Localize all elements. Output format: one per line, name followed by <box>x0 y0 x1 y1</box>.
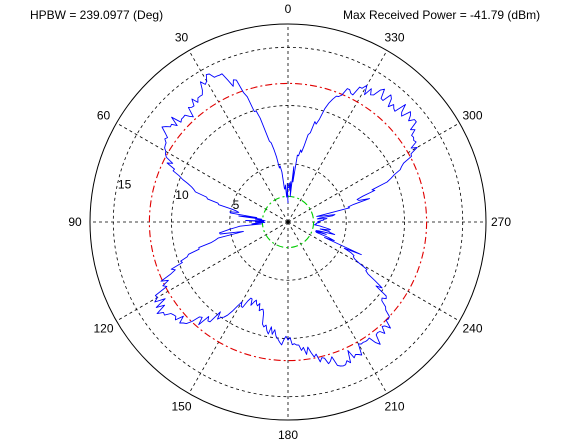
spoke-300 <box>287 122 460 223</box>
angle-label-90: 90 <box>68 215 82 229</box>
spoke-30 <box>188 50 289 223</box>
polar-grid <box>89 23 487 421</box>
reference-circle-1 <box>148 82 428 362</box>
angle-label-210: 210 <box>384 400 404 414</box>
angle-label-300: 300 <box>462 109 482 123</box>
spoke-330 <box>287 50 388 223</box>
radial-label-15: 15 <box>118 178 132 192</box>
angle-label-180: 180 <box>278 428 298 442</box>
pattern-line-0 <box>154 73 418 367</box>
spoke-120 <box>116 221 289 322</box>
radial-ring-5 <box>229 163 347 281</box>
angle-label-0: 0 <box>285 2 292 16</box>
spoke-60 <box>116 122 289 223</box>
radial-label-5: 5 <box>233 198 240 212</box>
angle-label-240: 240 <box>462 322 482 336</box>
angle-label-60: 60 <box>97 109 111 123</box>
angle-label-330: 330 <box>384 31 404 45</box>
spoke-240 <box>287 221 460 322</box>
angle-label-120: 120 <box>93 322 113 336</box>
spoke-210 <box>287 221 388 394</box>
spoke-150 <box>188 221 289 394</box>
outer-circle <box>89 23 487 421</box>
radial-label-10: 10 <box>175 188 189 202</box>
polar-labels: 0 30 60 90 120 150 180 210 240 270 300 330 5 10 15 <box>68 2 511 442</box>
hpbw-readout: HPBW = 239.0977 (Deg) <box>30 8 164 22</box>
angle-label-30: 30 <box>175 31 189 45</box>
angle-label-150: 150 <box>171 400 191 414</box>
pattern-series <box>154 73 418 367</box>
max-received-power-readout: Max Received Power = -41.79 (dBm) <box>343 8 541 22</box>
angle-label-270: 270 <box>491 215 511 229</box>
radial-ring-10 <box>171 105 405 339</box>
radial-ring-15 <box>112 46 464 398</box>
